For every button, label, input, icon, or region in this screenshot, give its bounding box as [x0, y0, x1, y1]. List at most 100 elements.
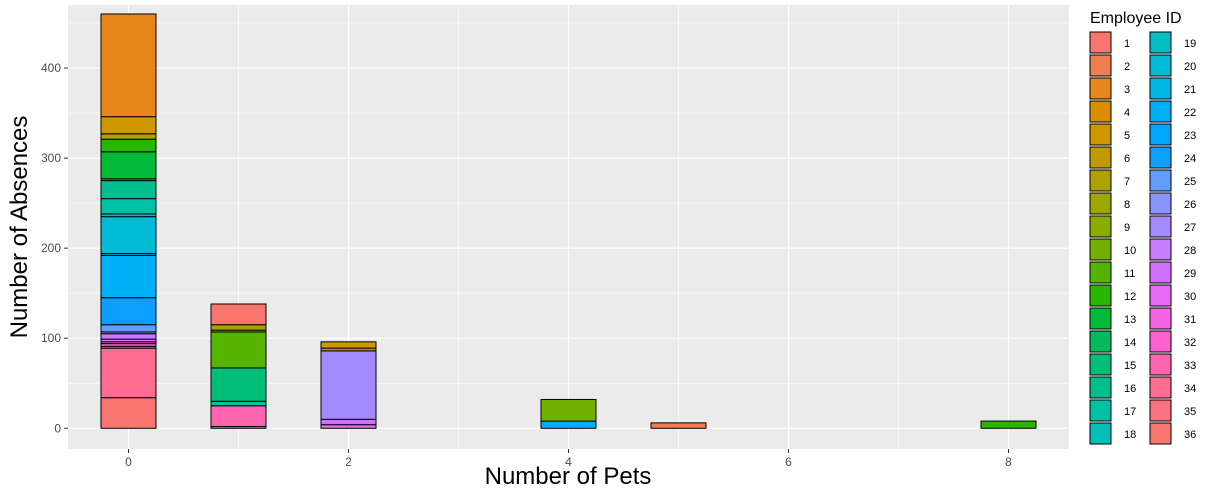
bar-segment-5 [320, 341, 377, 349]
legend-key-24 [1149, 146, 1172, 169]
legend-label-31: 31 [1184, 314, 1196, 326]
legend-label-2: 2 [1124, 61, 1130, 73]
legend-label-29: 29 [1184, 268, 1196, 280]
legend-label-34: 34 [1184, 383, 1196, 395]
y-tick-label: 100 [41, 331, 61, 345]
legend-key-26 [1149, 192, 1172, 215]
legend-label-28: 28 [1184, 245, 1196, 257]
legend-key-20 [1149, 54, 1172, 77]
legend-title: Employee ID [1090, 10, 1182, 27]
legend-label-9: 9 [1124, 222, 1130, 234]
legend-key-23 [1149, 123, 1172, 146]
legend-key-33 [1149, 353, 1172, 376]
legend-label-10: 10 [1124, 245, 1136, 257]
legend-key-18 [1089, 422, 1112, 445]
legend-label-15: 15 [1124, 360, 1136, 372]
legend-label-13: 13 [1124, 314, 1136, 326]
x-tick-label: 6 [785, 455, 792, 469]
legend-key-16 [1089, 376, 1112, 399]
legend-label-17: 17 [1124, 406, 1136, 418]
y-tick-label: 300 [41, 151, 61, 165]
legend-key-11 [1089, 261, 1112, 284]
legend-key-5 [1089, 123, 1112, 146]
y-tick-label: 0 [54, 421, 61, 435]
legend-label-22: 22 [1184, 107, 1196, 119]
bars [100, 13, 1037, 429]
bar-segment-3 [100, 13, 157, 118]
legend-key-31 [1149, 307, 1172, 330]
legend-label-20: 20 [1184, 61, 1196, 73]
x-tick-label: 8 [1005, 455, 1012, 469]
legend-label-30: 30 [1184, 291, 1196, 303]
y-tick-label: 200 [41, 241, 61, 255]
legend-label-23: 23 [1184, 130, 1196, 142]
bar-segment-1 [210, 303, 267, 326]
legend-label-8: 8 [1124, 199, 1130, 211]
bar-segment-2 [650, 422, 707, 429]
legend-label-32: 32 [1184, 337, 1196, 349]
legend-key-22 [1149, 100, 1172, 123]
bar-segment-8 [210, 324, 267, 331]
bar-segment-20 [100, 216, 157, 255]
legend-key-19 [1149, 31, 1172, 54]
legend-key-12 [1089, 284, 1112, 307]
axes: 0 100 200 300 400 0 2 4 6 8 [41, 61, 1012, 469]
bar-segment-5 [100, 116, 157, 135]
legend-label-16: 16 [1124, 383, 1136, 395]
legend-key-7 [1089, 169, 1112, 192]
legend-label-12: 12 [1124, 291, 1136, 303]
legend-label-25: 25 [1184, 176, 1196, 188]
legend-key-34 [1149, 376, 1172, 399]
y-tick-label: 400 [41, 61, 61, 75]
bar-segment-30 [320, 424, 377, 429]
legend-key-14 [1089, 330, 1112, 353]
legend-key-30 [1149, 284, 1172, 307]
legend-label-18: 18 [1124, 429, 1136, 441]
legend-label-26: 26 [1184, 199, 1196, 211]
bar-segment-25 [100, 324, 157, 333]
legend-key-2 [1089, 54, 1112, 77]
legend-label-21: 21 [1184, 84, 1196, 96]
legend-label-19: 19 [1184, 38, 1196, 50]
bar-segment-34 [100, 347, 157, 399]
legend-label-3: 3 [1124, 84, 1130, 96]
legend-key-35 [1149, 399, 1172, 422]
legend-key-28 [1149, 238, 1172, 261]
bar-segment-24 [100, 297, 157, 326]
bar-segment-16 [100, 180, 157, 200]
x-axis-title: Number of Pets [485, 463, 652, 490]
legend-key-10 [1089, 238, 1112, 261]
x-tick-label: 2 [345, 455, 352, 469]
legend-label-11: 11 [1124, 268, 1135, 280]
x-tick-label: 0 [125, 455, 132, 469]
legend-label-36: 36 [1184, 429, 1196, 441]
legend-key-9 [1089, 215, 1112, 238]
legend-label-5: 5 [1124, 130, 1130, 142]
legend-key-3 [1089, 77, 1112, 100]
bar-segment-11 [210, 331, 267, 369]
legend-key-36 [1149, 422, 1172, 445]
legend: 1234567891011121314151617181920212223242… [1089, 31, 1196, 445]
legend-label-6: 6 [1124, 153, 1130, 165]
bar-segment-15 [210, 367, 267, 402]
bar-segment-10 [540, 398, 597, 422]
bar-segment-29 [320, 418, 377, 426]
bar-segment-13 [100, 151, 157, 180]
x-tick-label: 4 [565, 455, 572, 469]
bar-segment-33 [210, 405, 267, 427]
legend-label-14: 14 [1124, 337, 1136, 349]
y-axis-title: Number of Absences [6, 116, 33, 339]
bar-segment-27 [320, 350, 377, 420]
legend-label-4: 4 [1124, 107, 1130, 119]
bar-segment-17 [100, 198, 157, 215]
bar-segment-22 [540, 420, 597, 429]
legend-key-17 [1089, 399, 1112, 422]
bar-segment-36 [100, 397, 157, 429]
bar-segment-17 [210, 400, 267, 407]
bar-segment-28 [100, 333, 157, 340]
legend-key-21 [1149, 77, 1172, 100]
bar-segment-7 [100, 133, 157, 140]
legend-label-33: 33 [1184, 360, 1196, 372]
legend-key-4 [1089, 100, 1112, 123]
